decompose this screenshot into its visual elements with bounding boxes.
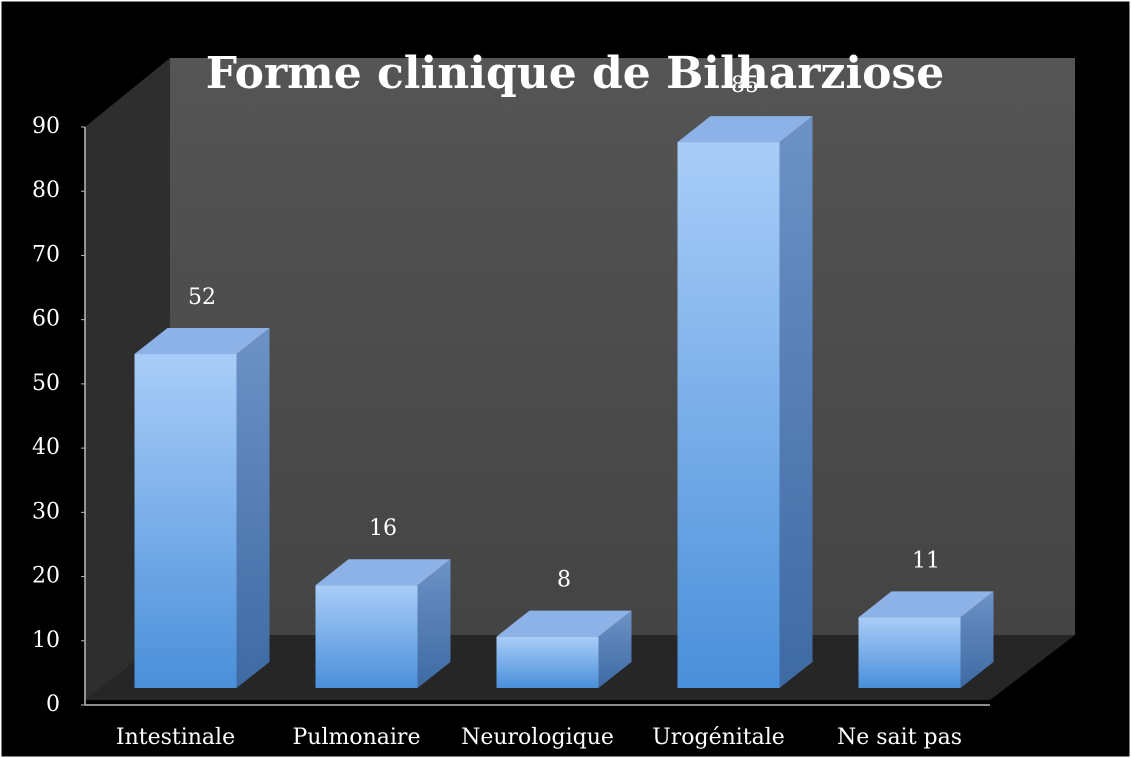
y-tick-label: 30 xyxy=(32,499,60,524)
bar-side xyxy=(417,559,451,688)
data-label: 16 xyxy=(369,516,397,541)
y-tick-label: 70 xyxy=(32,242,60,267)
bar-top xyxy=(315,559,451,586)
x-tick-label: Pulmonaire xyxy=(293,725,421,750)
y-tick-label: 20 xyxy=(32,564,60,589)
y-tick-label: 90 xyxy=(32,114,60,139)
bar-top xyxy=(677,116,813,143)
data-label: 11 xyxy=(912,548,940,573)
bar-side xyxy=(236,328,270,688)
data-label: 85 xyxy=(731,73,759,98)
bar-side xyxy=(960,591,994,688)
data-label: 8 xyxy=(557,568,571,593)
x-tick-label: Neurologique xyxy=(461,725,614,750)
bar-top xyxy=(134,328,270,355)
data-label: 52 xyxy=(188,285,216,310)
y-tick-label: 50 xyxy=(32,371,60,396)
y-tick-label: 40 xyxy=(32,435,60,460)
chart-title: Forme clinique de Bilharziose xyxy=(206,48,944,99)
y-tick-label: 0 xyxy=(46,692,60,717)
y-tick-label: 80 xyxy=(32,178,60,203)
bar xyxy=(315,585,418,688)
bar-side xyxy=(779,116,813,689)
bar-top xyxy=(858,591,994,618)
bar xyxy=(858,617,961,688)
bar-top xyxy=(496,610,632,637)
x-tick-label: Intestinale xyxy=(116,725,235,750)
bar xyxy=(496,636,599,688)
y-tick-label: 10 xyxy=(32,628,60,653)
bar-side xyxy=(598,610,632,688)
x-tick-label: Ne sait pas xyxy=(837,725,962,750)
x-tick-label: Urogénitale xyxy=(652,725,785,750)
bar xyxy=(134,354,237,688)
y-tick-label: 60 xyxy=(32,307,60,332)
bar xyxy=(677,142,780,689)
back-wall xyxy=(170,58,1075,635)
